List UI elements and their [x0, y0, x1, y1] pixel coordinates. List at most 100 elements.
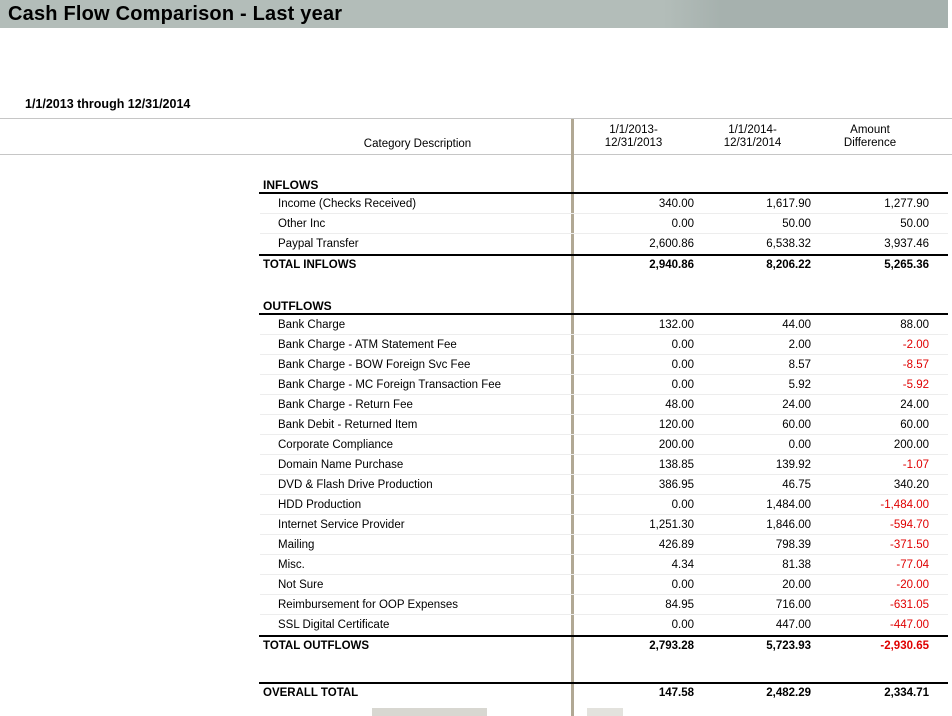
column-header-amount-difference: Amount Difference: [811, 124, 929, 150]
amount-2013: 138.85: [658, 459, 694, 471]
amount-difference-line1: Amount: [850, 124, 890, 136]
table-row[interactable]: Bank Charge - Return Fee 48.00 24.00 24.…: [0, 395, 952, 415]
table-row[interactable]: Reimbursement for OOP Expenses 84.95 716…: [0, 595, 952, 615]
period-2014-line1: 1/1/2014-: [728, 124, 777, 136]
amount-2013: 0.00: [671, 579, 694, 591]
category-cell: TOTAL INFLOWS: [263, 259, 357, 271]
outflows-section-header: OUTFLOWS: [0, 297, 952, 315]
amount-2014: 1,846.00: [766, 519, 811, 531]
amount-diff: -2.00: [902, 339, 929, 351]
amount-diff: 340.20: [893, 479, 929, 491]
total-inflows-row[interactable]: TOTAL INFLOWS 2,940.86 8,206.22 5,265.36: [0, 254, 952, 276]
table-row[interactable]: Not Sure 0.00 20.00 -20.00: [0, 575, 952, 595]
amount-2014: 8,206.22: [766, 259, 811, 271]
table-row[interactable]: HDD Production 0.00 1,484.00 -1,484.00: [0, 495, 952, 515]
amount-diff: 3,937.46: [884, 238, 929, 250]
period-2014-line2: 12/31/2014: [723, 137, 782, 149]
table-row[interactable]: SSL Digital Certificate 0.00 447.00 -447…: [0, 615, 952, 635]
table-row[interactable]: Internet Service Provider 1,251.30 1,846…: [0, 515, 952, 535]
amount-2014: 5.92: [788, 379, 811, 391]
table-header-row: Category Description 1/1/2013- 12/31/201…: [0, 118, 952, 155]
category-cell: Paypal Transfer: [278, 238, 359, 250]
amount-2014: 50.00: [782, 218, 811, 230]
amount-2013: 0.00: [671, 339, 694, 351]
category-cell: Bank Charge: [278, 319, 346, 331]
amount-2013: 0.00: [671, 359, 694, 371]
table-row[interactable]: Income (Checks Received) 340.00 1,617.90…: [0, 194, 952, 214]
overall-total-section: OVERALL TOTAL 147.58 2,482.29 2,334.71: [0, 682, 952, 704]
table-row[interactable]: Domain Name Purchase 138.85 139.92 -1.07: [0, 455, 952, 475]
amount-2014: 0.00: [788, 439, 811, 451]
table-row[interactable]: Bank Charge - BOW Foreign Svc Fee 0.00 8…: [0, 355, 952, 375]
amount-2013: 0.00: [671, 619, 694, 631]
cutoff-content-strip: [587, 708, 623, 716]
amount-diff: 1,277.90: [884, 198, 929, 210]
category-cell: Misc.: [278, 559, 305, 571]
amount-diff: 24.00: [900, 399, 929, 411]
category-cell: Bank Debit - Returned Item: [278, 419, 418, 431]
table-row[interactable]: Corporate Compliance 200.00 0.00 200.00: [0, 435, 952, 455]
table-row[interactable]: Bank Charge - MC Foreign Transaction Fee…: [0, 375, 952, 395]
table-row[interactable]: Bank Debit - Returned Item 120.00 60.00 …: [0, 415, 952, 435]
amount-diff: 5,265.36: [884, 259, 929, 271]
table-row[interactable]: Other Inc 0.00 50.00 50.00: [0, 214, 952, 234]
amount-2013: 2,940.86: [649, 259, 694, 271]
category-cell: Mailing: [278, 539, 315, 551]
amount-2013: 200.00: [658, 439, 694, 451]
table-row[interactable]: DVD & Flash Drive Production 386.95 46.7…: [0, 475, 952, 495]
amount-2014: 5,723.93: [766, 640, 811, 652]
category-cell: HDD Production: [278, 499, 362, 511]
category-cell: DVD & Flash Drive Production: [278, 479, 433, 491]
amount-2014: 20.00: [782, 579, 811, 591]
section-heading: OUTFLOWS: [263, 299, 332, 313]
total-outflows-row[interactable]: TOTAL OUTFLOWS 2,793.28 5,723.93 -2,930.…: [0, 635, 952, 657]
amount-diff: -594.70: [889, 519, 929, 531]
overall-total-row[interactable]: OVERALL TOTAL 147.58 2,482.29 2,334.71: [0, 682, 952, 704]
date-range-label: 1/1/2013 through 12/31/2014: [25, 97, 191, 111]
column-header-category: Category Description: [363, 138, 472, 150]
amount-2013: 48.00: [665, 399, 694, 411]
amount-2014: 716.00: [775, 599, 811, 611]
amount-diff: -1,484.00: [880, 499, 929, 511]
amount-2014: 2,482.29: [766, 687, 811, 699]
amount-difference-line2: Difference: [843, 137, 897, 149]
category-cell: Not Sure: [278, 579, 324, 591]
category-cell: Income (Checks Received): [278, 198, 417, 210]
report-title: Cash Flow Comparison - Last year: [8, 2, 343, 25]
amount-2013: 1,251.30: [649, 519, 694, 531]
category-cell: SSL Digital Certificate: [278, 619, 390, 631]
amount-diff: 88.00: [900, 319, 929, 331]
amount-2013: 84.95: [665, 599, 694, 611]
amount-diff: -2,930.65: [880, 640, 929, 652]
inflows-section: INFLOWS Income (Checks Received) 340.00 …: [0, 176, 952, 276]
amount-2013: 0.00: [671, 499, 694, 511]
category-cell: Bank Charge - MC Foreign Transaction Fee: [278, 379, 502, 391]
category-cell: Bank Charge - Return Fee: [278, 399, 413, 411]
table-row[interactable]: Mailing 426.89 798.39 -371.50: [0, 535, 952, 555]
amount-2014: 447.00: [775, 619, 811, 631]
amount-2014: 139.92: [775, 459, 811, 471]
amount-2013: 4.34: [671, 559, 694, 571]
table-row[interactable]: Misc. 4.34 81.38 -77.04: [0, 555, 952, 575]
category-cell: Corporate Compliance: [278, 439, 394, 451]
column-header-period-2013: 1/1/2013- 12/31/2013: [573, 124, 694, 150]
category-cell: Other Inc: [278, 218, 326, 230]
table-row[interactable]: Bank Charge - ATM Statement Fee 0.00 2.0…: [0, 335, 952, 355]
amount-2013: 132.00: [658, 319, 694, 331]
amount-diff: -371.50: [889, 539, 929, 551]
amount-2014: 60.00: [782, 419, 811, 431]
amount-diff: -5.92: [902, 379, 929, 391]
table-row[interactable]: Paypal Transfer 2,600.86 6,538.32 3,937.…: [0, 234, 952, 254]
amount-2014: 46.75: [782, 479, 811, 491]
amount-diff: 200.00: [893, 439, 929, 451]
amount-2013: 2,600.86: [649, 238, 694, 250]
amount-diff: 50.00: [900, 218, 929, 230]
amount-2013: 0.00: [671, 218, 694, 230]
amount-2014: 44.00: [782, 319, 811, 331]
amount-diff: -1.07: [902, 459, 929, 471]
table-row[interactable]: Bank Charge 132.00 44.00 88.00: [0, 315, 952, 335]
report-title-bar: Cash Flow Comparison - Last year: [0, 0, 948, 28]
amount-2014: 24.00: [782, 399, 811, 411]
outflows-section: OUTFLOWS Bank Charge 132.00 44.00 88.00 …: [0, 297, 952, 657]
